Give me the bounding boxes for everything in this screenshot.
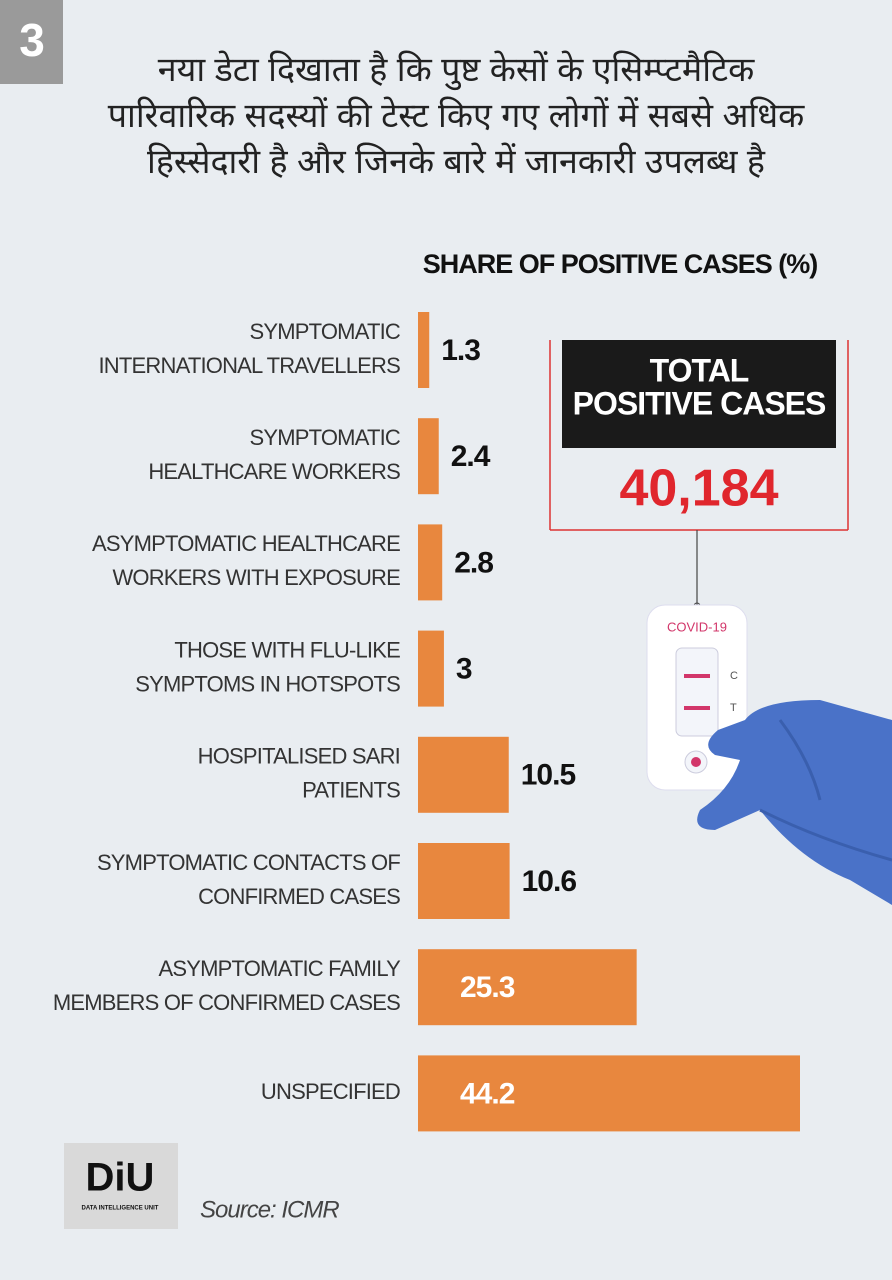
category-label: PATIENTS — [302, 778, 400, 803]
callout-label: TOTAL — [650, 352, 749, 388]
headline: नया डेटा दिखाता है कि पुष्ट केसों के एसि… — [158, 50, 755, 91]
bar — [418, 843, 510, 919]
bar — [418, 524, 443, 601]
category-label: MEMBERS OF CONFIRMED CASES — [53, 990, 400, 1015]
glove — [697, 700, 892, 905]
kit-window — [675, 647, 719, 737]
logo-box — [64, 1143, 178, 1229]
value-label: 3 — [456, 653, 472, 686]
kit-mark: T — [730, 702, 737, 714]
value-label: 25.3 — [460, 971, 515, 1004]
badge-box — [0, 0, 63, 84]
value-label: 2.4 — [451, 440, 491, 473]
bar — [418, 312, 430, 388]
chart-title: SHARE OF POSITIVE CASES (%) — [423, 249, 818, 279]
category-label: SYMPTOMATIC — [249, 319, 400, 344]
logo-subtitle: DATA INTELLIGENCE UNIT — [82, 1206, 159, 1212]
headline: पारिवारिक सदस्यों की टेस्ट किए गए लोगों … — [108, 96, 805, 135]
bar — [418, 949, 637, 1026]
callout-header — [562, 340, 836, 448]
category-label: SYMPTOMATIC CONTACTS OF — [97, 850, 400, 875]
kit-label: COVID-19 — [667, 619, 727, 634]
headline: हिस्सेदारी है और जिनके बारे में जानकारी … — [147, 142, 766, 181]
category-label: HEALTHCARE WORKERS — [148, 459, 400, 484]
category-label: ASYMPTOMATIC FAMILY — [158, 956, 401, 981]
kit-line — [684, 706, 710, 710]
category-label: THOSE WITH FLU-LIKE — [174, 637, 400, 662]
value-label: 10.5 — [521, 759, 576, 792]
category-label: SYMPTOMATIC — [249, 425, 400, 450]
bar — [418, 1055, 800, 1132]
badge: 3 — [19, 14, 45, 66]
value-label: 10.6 — [522, 865, 577, 898]
category-label: CONFIRMED CASES — [198, 884, 400, 909]
kit-mark: C — [730, 670, 738, 682]
bar — [418, 418, 439, 495]
bar — [418, 630, 444, 707]
callout-value: 40,184 — [619, 460, 778, 518]
kit-drop — [691, 757, 701, 767]
category-label: UNSPECIFIED — [261, 1079, 400, 1104]
bar — [418, 736, 509, 813]
value-label: 44.2 — [460, 1077, 515, 1110]
test-kit: COVID-19 C T — [646, 604, 748, 791]
category-label: HOSPITALISED SARI — [198, 744, 400, 769]
category-label: INTERNATIONAL TRAVELLERS — [98, 353, 400, 378]
kit-line — [684, 674, 710, 678]
category-label: SYMPTOMS IN HOTSPOTS — [135, 671, 400, 696]
glove-shade — [759, 719, 892, 862]
source: Source: ICMR — [200, 1196, 339, 1223]
callout-label: POSITIVE CASES — [573, 385, 826, 421]
logo: DiU — [86, 1156, 155, 1200]
value-label: 2.8 — [454, 546, 493, 579]
category-label: ASYMPTOMATIC HEALTHCARE — [92, 531, 400, 556]
value-label: 1.3 — [441, 334, 480, 367]
category-label: WORKERS WITH EXPOSURE — [112, 565, 400, 590]
